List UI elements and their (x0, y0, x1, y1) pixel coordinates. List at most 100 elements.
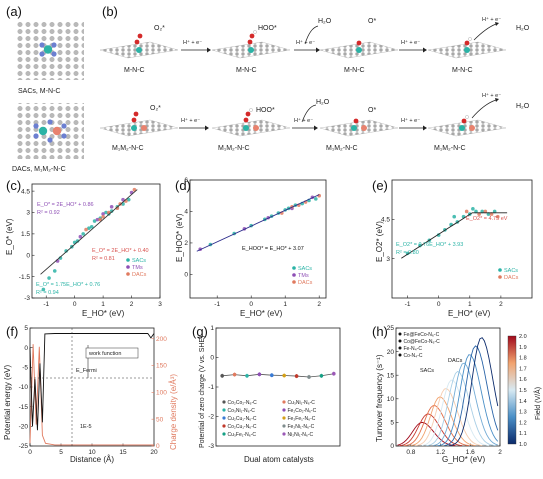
y-tick-label: 6 (184, 177, 188, 184)
colorbar-tick-label: 1.1 (519, 431, 527, 437)
sac-caption: SACs, M-N-C (18, 88, 60, 95)
legend-marker (126, 265, 130, 269)
equation-tms: E_O* = 2E_HO* + 0.86 (37, 202, 94, 208)
legend-label: Fe@FeCo-N₆-C (404, 332, 440, 338)
x-tick-label: 0 (28, 449, 32, 456)
x-axis-label: G_HO* (eV) (442, 455, 485, 464)
panel-d: (d) -1 0 1 2 0 2 4 6 E_HOO* = E_HO* + 3.07 SACs… (175, 177, 327, 318)
x-tick-label: 2 (498, 449, 502, 456)
y-tick-label: 4.5 (21, 188, 30, 195)
step-label: H⁺ + e⁻ (401, 117, 420, 124)
x-tick-label: -1 (43, 301, 49, 308)
plot-frame (189, 179, 327, 299)
step-label: H⁺ + e⁻ (401, 39, 420, 46)
legend-label: TMs (132, 265, 143, 271)
legend-label: Fe₂Ni₁-N₆-C (288, 424, 315, 430)
stage-label: M-N-C (344, 67, 365, 74)
x-tick-label: 1.6 (466, 449, 475, 456)
reaction-row-sac: O₂* M-N-C H⁺ + e⁻ HOO* M-N-C H⁺ + e⁻ H₂O (99, 16, 530, 74)
y-tick-label: 0 (26, 252, 30, 259)
panel-h-label: (h) (372, 324, 388, 339)
legend-label: Cu₂Cu₁-N₆-C (228, 416, 257, 422)
legend-marker (222, 424, 226, 428)
data-point-sacs (452, 214, 457, 219)
r2-dacs: R² = 0.81 (92, 256, 115, 262)
panel-c-label: (c) (6, 178, 21, 193)
y-tick-label: 10 (387, 396, 395, 403)
slab-dac-2 (211, 108, 291, 137)
panel-a: (a) SACs, M-N-C DACs, M₁M₂-N-C (6, 4, 84, 173)
legend-label: TMs (298, 273, 309, 279)
legend-label: DACs (132, 272, 147, 278)
y2-tick-label: 200 (156, 336, 167, 343)
x-axis-label: Distance (Å) (70, 455, 114, 464)
panel-d-label: (d) (175, 178, 191, 193)
plot-frame (395, 327, 501, 447)
colorbar-tick-label: 1.4 (519, 399, 527, 405)
legend-marker (282, 400, 286, 404)
data-point-dacs (98, 217, 103, 222)
pzc-point (257, 372, 262, 377)
volcano-curve (448, 337, 499, 447)
legend-marker (282, 424, 286, 428)
legend-label: DACs (504, 275, 519, 281)
data-point-tms (101, 212, 105, 216)
x-tick-label: 5 (59, 449, 63, 456)
volcano-curves (397, 337, 499, 447)
y-axis-label: Potential of zero charge (V vs. SHE) (199, 336, 206, 448)
slab-sac-1 (99, 33, 179, 59)
y-tick-label: 4 (184, 209, 188, 216)
panel-e-label: (e) (372, 178, 388, 193)
y-tick-label: -25 (19, 443, 29, 450)
dac-caption: DACs, M₁M₂-N-C (12, 166, 66, 173)
panel-g: (g) -3 -2 -1 0 1 Co₂Co₂-N₆-C Cu₃Ni₁-N₆-C Co₃Ni… (192, 324, 341, 464)
pzc-point (220, 373, 224, 378)
plot-frame (29, 327, 155, 447)
step-label: H⁺ + e⁻ (294, 117, 313, 124)
fermi-label: E_Fermi (76, 368, 97, 374)
y-axis-label: E_O2* (eV) (375, 221, 384, 262)
r2-sacs: R² = 0.80 (396, 250, 419, 256)
y-tick-label: 3 (26, 210, 30, 217)
pzc-point (294, 374, 299, 378)
data-point-sacs (47, 276, 51, 280)
dac-structure-image (16, 103, 84, 159)
y-tick-label: -1 (208, 384, 214, 391)
panel-b-label: (b) (102, 4, 118, 19)
species-h2o: H₂O (316, 99, 330, 106)
y2-tick-label: 50 (156, 416, 164, 423)
colorbar-tick-label: 1.2 (519, 420, 527, 426)
axis-ticks: -1 0 1 2 3 -3 -1.5 0 1.5 3 4.5 (19, 188, 162, 308)
axis-ticks: -3 -2 -1 0 1 (208, 325, 219, 450)
x-tick-label: 2 (317, 301, 321, 308)
colorbar-tick-label: 1.9 (519, 345, 527, 351)
y2-tick-label: 0 (156, 443, 160, 450)
equation: E_HOO* = E_HO* + 3.07 (242, 246, 304, 252)
y-tick-label: 1.5 (21, 231, 30, 238)
stage-label: M₁M₂-N-C (326, 145, 358, 152)
stage-label: M₁M₂-N-C (218, 145, 250, 152)
equation-sacs: E_O2* = 0.76E_HO* + 3.93 (396, 242, 463, 248)
charge-density-line (29, 344, 154, 446)
data-point-dacs (132, 187, 137, 192)
x-tick-label: -1 (405, 301, 411, 308)
legend-label: SACs (504, 268, 518, 274)
y-tick-label: 0 (184, 272, 188, 279)
y-tick-label: 15 (387, 372, 395, 379)
stage-label: M-N-C (124, 67, 145, 74)
y-tick-label: 4.5 (381, 217, 390, 224)
panel-c: (c) -1 0 1 2 3 -3 -1.5 0 1.5 3 4.5 E_O* = 2E_HO* +… (5, 178, 162, 318)
x-tick-label: 0.8 (406, 449, 415, 456)
species-hoo: HOO* (256, 107, 275, 114)
pzc-point (332, 371, 336, 376)
legend-marker (222, 400, 226, 404)
equation-plateau: E_O2* = 4.75 eV (466, 216, 508, 222)
y-tick-label: 25 (387, 325, 395, 332)
axis-ticks: -1 0 1 2 3 4.5 (381, 217, 503, 308)
y-tick-label: 5 (24, 325, 28, 332)
axis-ticks: -1 0 1 2 0 2 4 6 (184, 177, 321, 308)
step-label: H⁺ + e⁻ (181, 117, 200, 124)
